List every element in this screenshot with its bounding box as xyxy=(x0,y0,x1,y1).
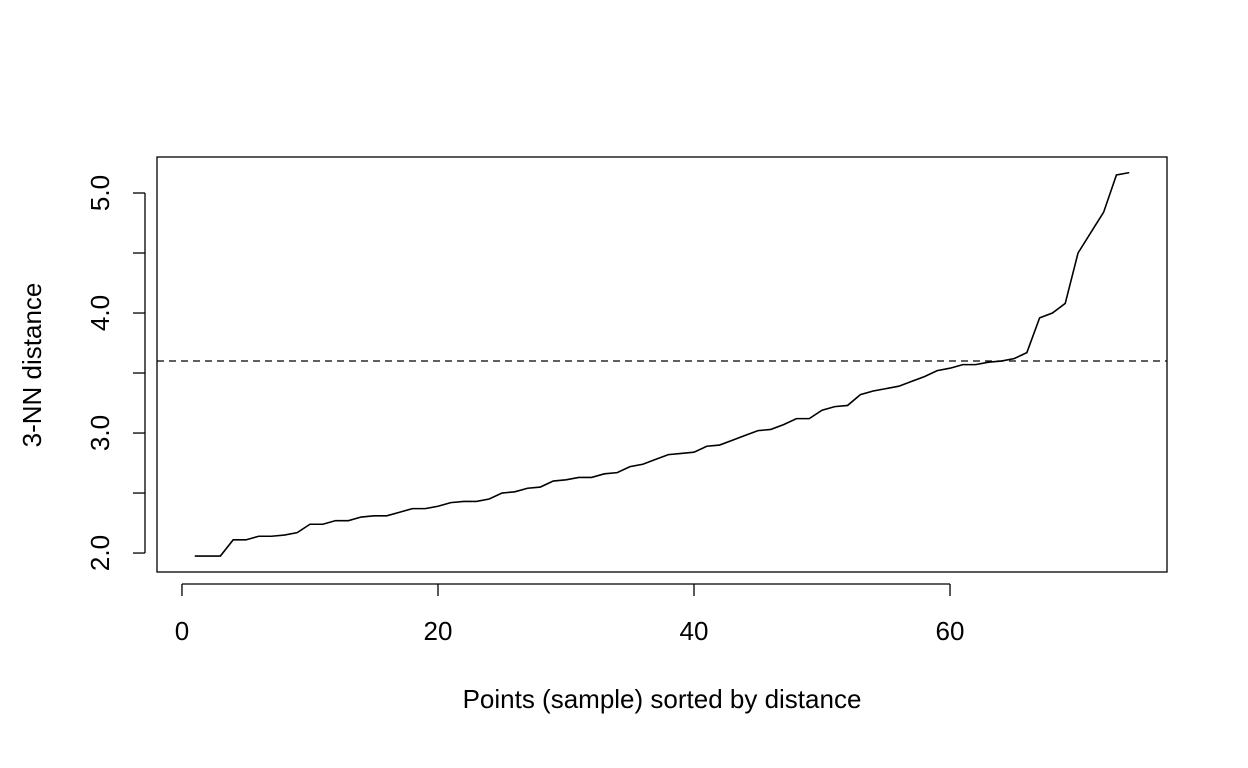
x-tick-label: 60 xyxy=(936,616,965,646)
x-axis-label: Points (sample) sorted by distance xyxy=(463,684,862,714)
y-tick-label: 2.0 xyxy=(85,535,115,571)
x-tick-label: 40 xyxy=(680,616,709,646)
y-tick-label: 4.0 xyxy=(85,295,115,331)
y-axis-label: 3-NN distance xyxy=(17,283,47,448)
plot-frame xyxy=(156,156,1168,573)
x-tick-label: 0 xyxy=(175,616,189,646)
x-tick-label: 20 xyxy=(424,616,453,646)
y-tick-label: 3.0 xyxy=(85,415,115,451)
data-line xyxy=(194,171,1130,557)
y-tick-label: 5.0 xyxy=(85,175,115,211)
